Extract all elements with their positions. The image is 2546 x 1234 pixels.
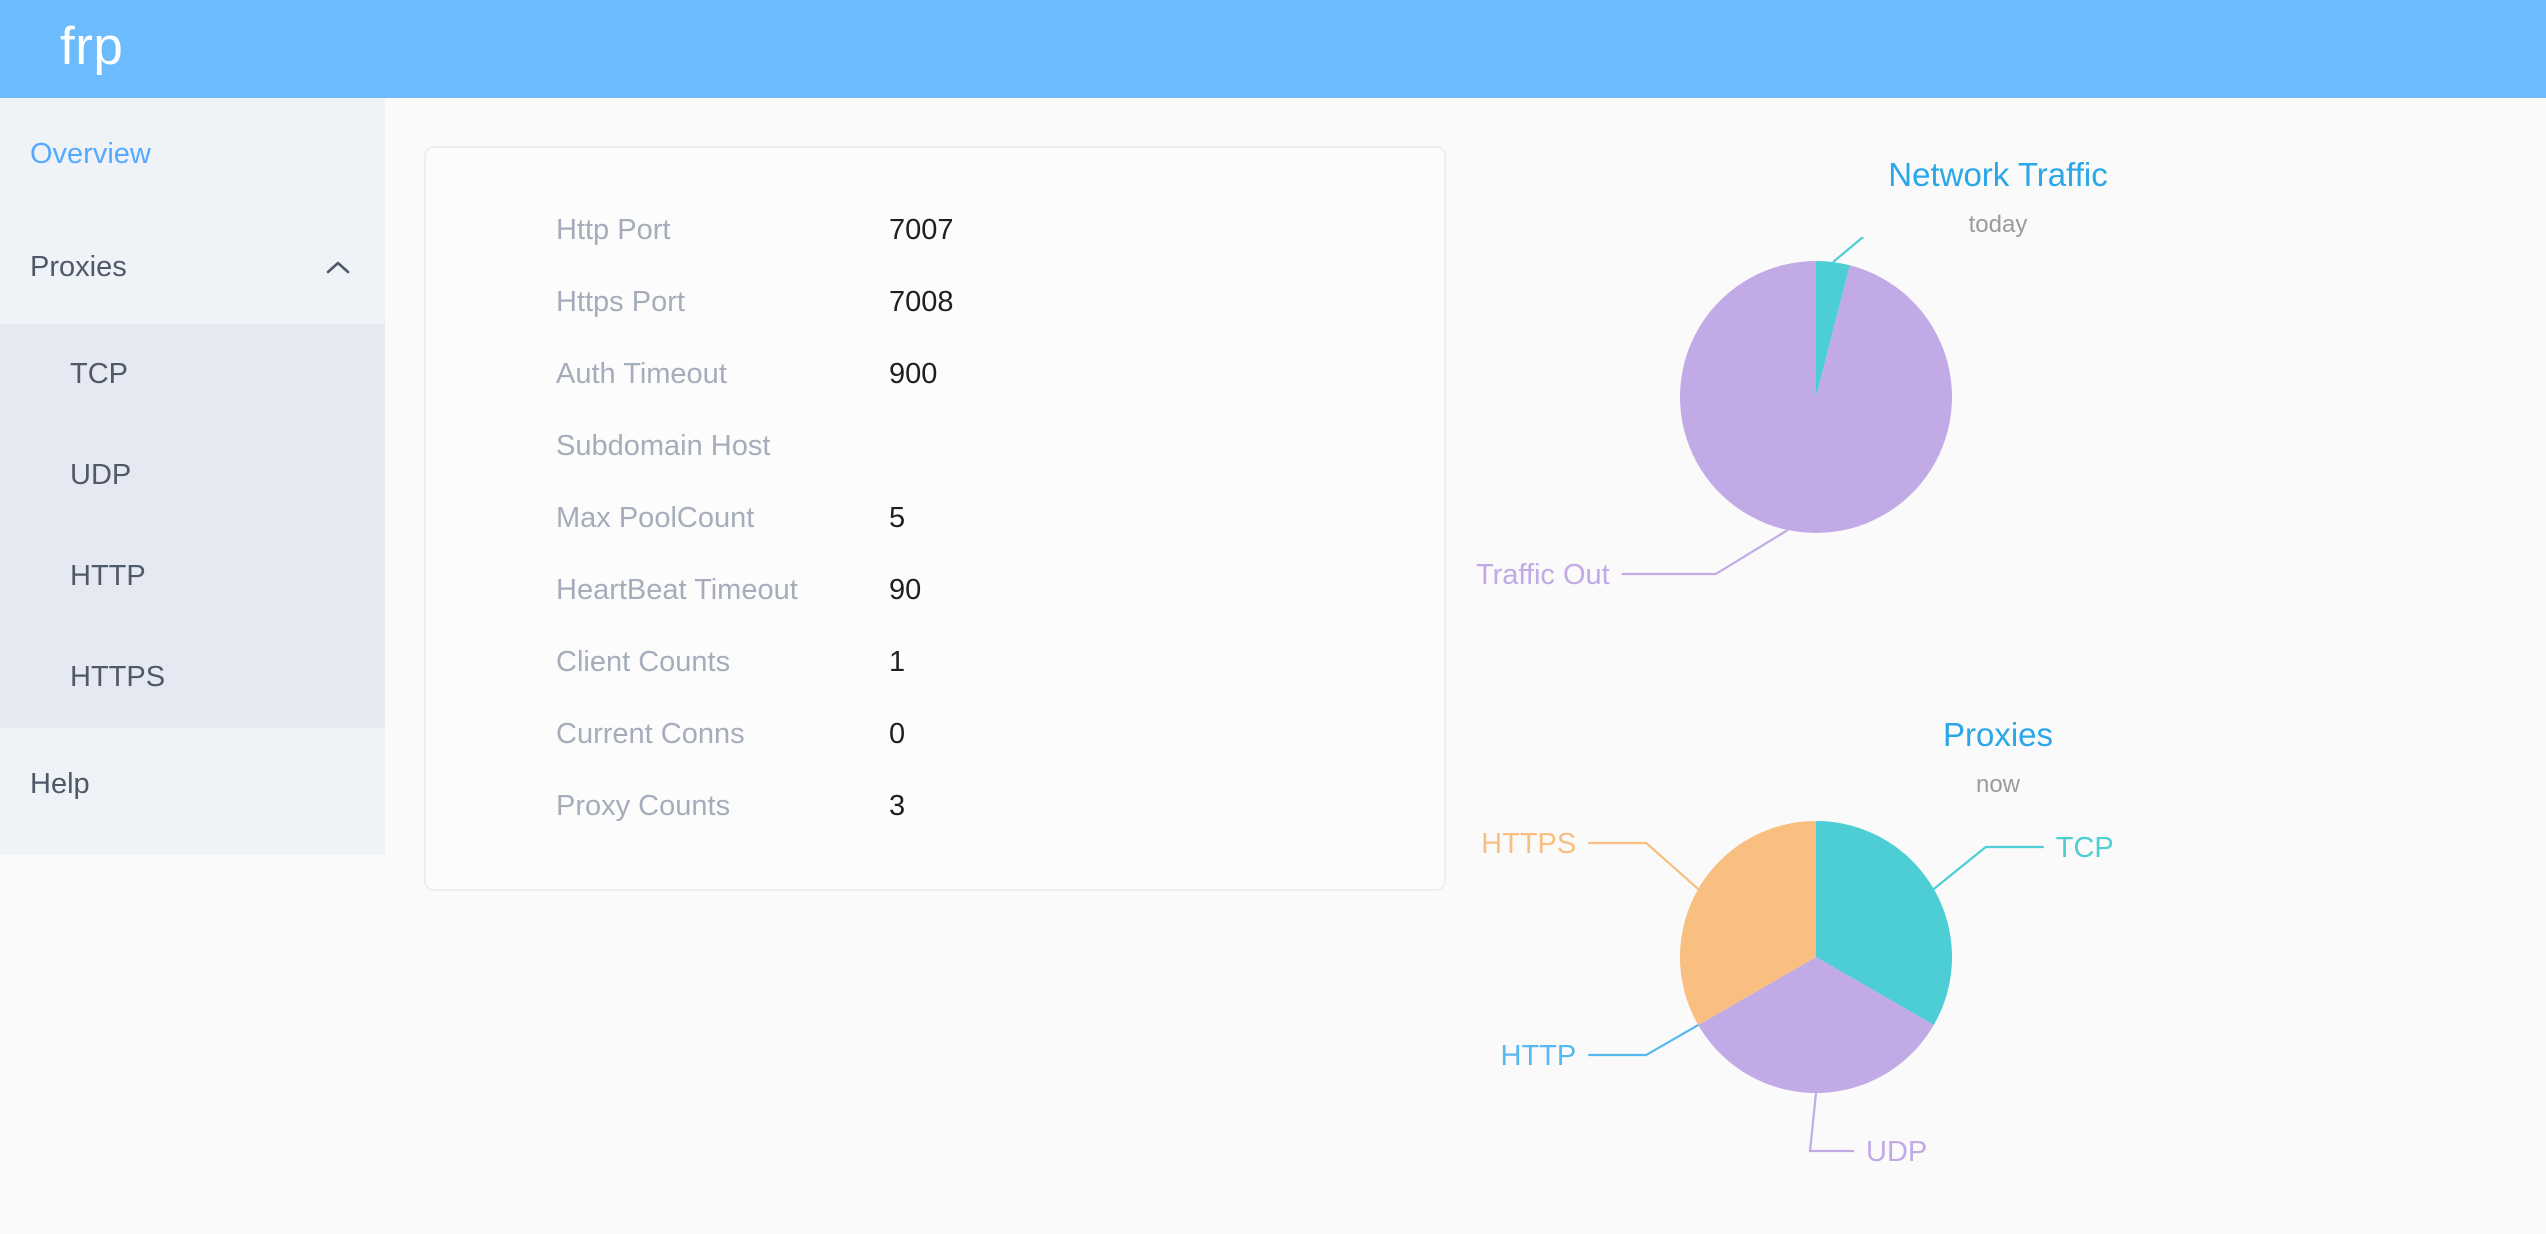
server-info-card: Http Port 7007 Https Port 7008 Auth Timeout 9… [424, 146, 1446, 891]
server-info-row: Subdomain Host [426, 410, 1444, 482]
server-info-row: Https Port 7008 [426, 266, 1444, 338]
sidebar-item-overview[interactable]: Overview [0, 98, 385, 211]
sidebar-item-label-proxies: Proxies [30, 251, 127, 283]
pie-leader-line [1933, 845, 2044, 890]
server-info-row: Max PoolCount 5 [426, 482, 1444, 554]
pie-slice[interactable] [1816, 261, 1850, 397]
pie-slice[interactable] [1680, 261, 1952, 533]
server-info-row: HeartBeat Timeout 90 [426, 554, 1444, 626]
server-info-row: Current Conns 0 [426, 698, 1444, 770]
pie-leader-line [1621, 529, 1789, 576]
server-info-value: 0 [889, 717, 906, 750]
pie-slice[interactable] [1698, 957, 1934, 1093]
sidebar-item-proxies[interactable]: Proxies [0, 211, 385, 324]
server-info-row: Auth Timeout 900 [426, 338, 1444, 410]
sidebar-item-label-https: HTTPS [70, 661, 166, 693]
pie-slice-label: TCP [2056, 832, 2114, 864]
server-info-value: 7007 [889, 213, 954, 246]
server-info-row: Proxy Counts 3 [426, 770, 1444, 842]
network-traffic-pie[interactable]: Traffic InTraffic Out [1450, 237, 2546, 657]
sidebar-item-http[interactable]: HTTP [0, 526, 385, 627]
sidebar-item-tcp[interactable]: TCP [0, 324, 385, 425]
brand-logo: frp [60, 16, 124, 76]
server-info-label: Auth Timeout [556, 357, 727, 390]
pie-leader-line [1588, 841, 1699, 890]
server-info-label: Https Port [556, 285, 685, 318]
pie-slice[interactable] [1680, 821, 1816, 1025]
server-info-value: 5 [889, 501, 906, 534]
pie-leader-line [1808, 1092, 1854, 1153]
server-info-list: Http Port 7007 Https Port 7008 Auth Timeout 9… [426, 148, 1444, 842]
server-info-label: Max PoolCount [556, 501, 755, 534]
server-info-label: Current Conns [556, 717, 745, 750]
server-info-row: Client Counts 1 [426, 626, 1444, 698]
server-info-row: Http Port 7007 [426, 194, 1444, 266]
pie-slice-label: HTTP [1501, 1040, 1577, 1072]
pie-slice-label: UDP [1866, 1136, 1927, 1168]
server-info-label: Client Counts [556, 645, 731, 678]
sidebar-item-label-tcp: TCP [70, 358, 128, 390]
proxies-subtitle: now [1975, 771, 2021, 798]
pie-leader-line [1832, 237, 1865, 263]
server-info-label: HeartBeat Timeout [556, 573, 798, 606]
sidebar-submenu-proxies: TCP UDP HTTP HTTPS [0, 324, 385, 728]
pie-slice-label: HTTPS [1481, 828, 1576, 860]
server-info-value: 1 [889, 645, 906, 678]
sidebar-item-label-udp: UDP [70, 459, 132, 491]
proxies-pie[interactable]: TCP UDP HTTP HTTPS [1450, 797, 2546, 1217]
pie-slice-label: Traffic Out [1476, 559, 1610, 591]
server-info-label: Http Port [556, 213, 671, 246]
pie-leader-line [1588, 1024, 1699, 1057]
server-info-value: 90 [889, 573, 922, 606]
network-traffic-chart: Network Traffic today Traffic InTraffic … [1450, 140, 2546, 660]
sidebar-item-label-http: HTTP [70, 560, 146, 592]
sidebar: Overview Proxies TCP UDP HTTP HTTPS [0, 98, 385, 855]
app-header: frp [0, 0, 2546, 98]
chevron-up-icon[interactable] [321, 251, 355, 285]
server-info-label: Subdomain Host [556, 429, 771, 462]
server-info-label: Proxy Counts [556, 789, 731, 822]
network-traffic-subtitle: today [1968, 211, 2028, 238]
sidebar-item-https[interactable]: HTTPS [0, 627, 385, 728]
proxies-title: Proxies [1942, 716, 2054, 753]
sidebar-item-help[interactable]: Help [0, 728, 385, 841]
server-info-value: 3 [889, 789, 906, 822]
pie-slice[interactable] [1816, 821, 1952, 1025]
sidebar-item-label-overview: Overview [30, 138, 151, 170]
proxies-chart: Proxies now TCP UDP HTTP HTTPS [1450, 700, 2546, 1220]
network-traffic-title: Network Traffic [1888, 156, 2108, 193]
server-info-value: 7008 [889, 285, 954, 318]
sidebar-item-label-help: Help [30, 768, 90, 800]
server-info-value: 900 [889, 357, 938, 390]
sidebar-item-udp[interactable]: UDP [0, 425, 385, 526]
